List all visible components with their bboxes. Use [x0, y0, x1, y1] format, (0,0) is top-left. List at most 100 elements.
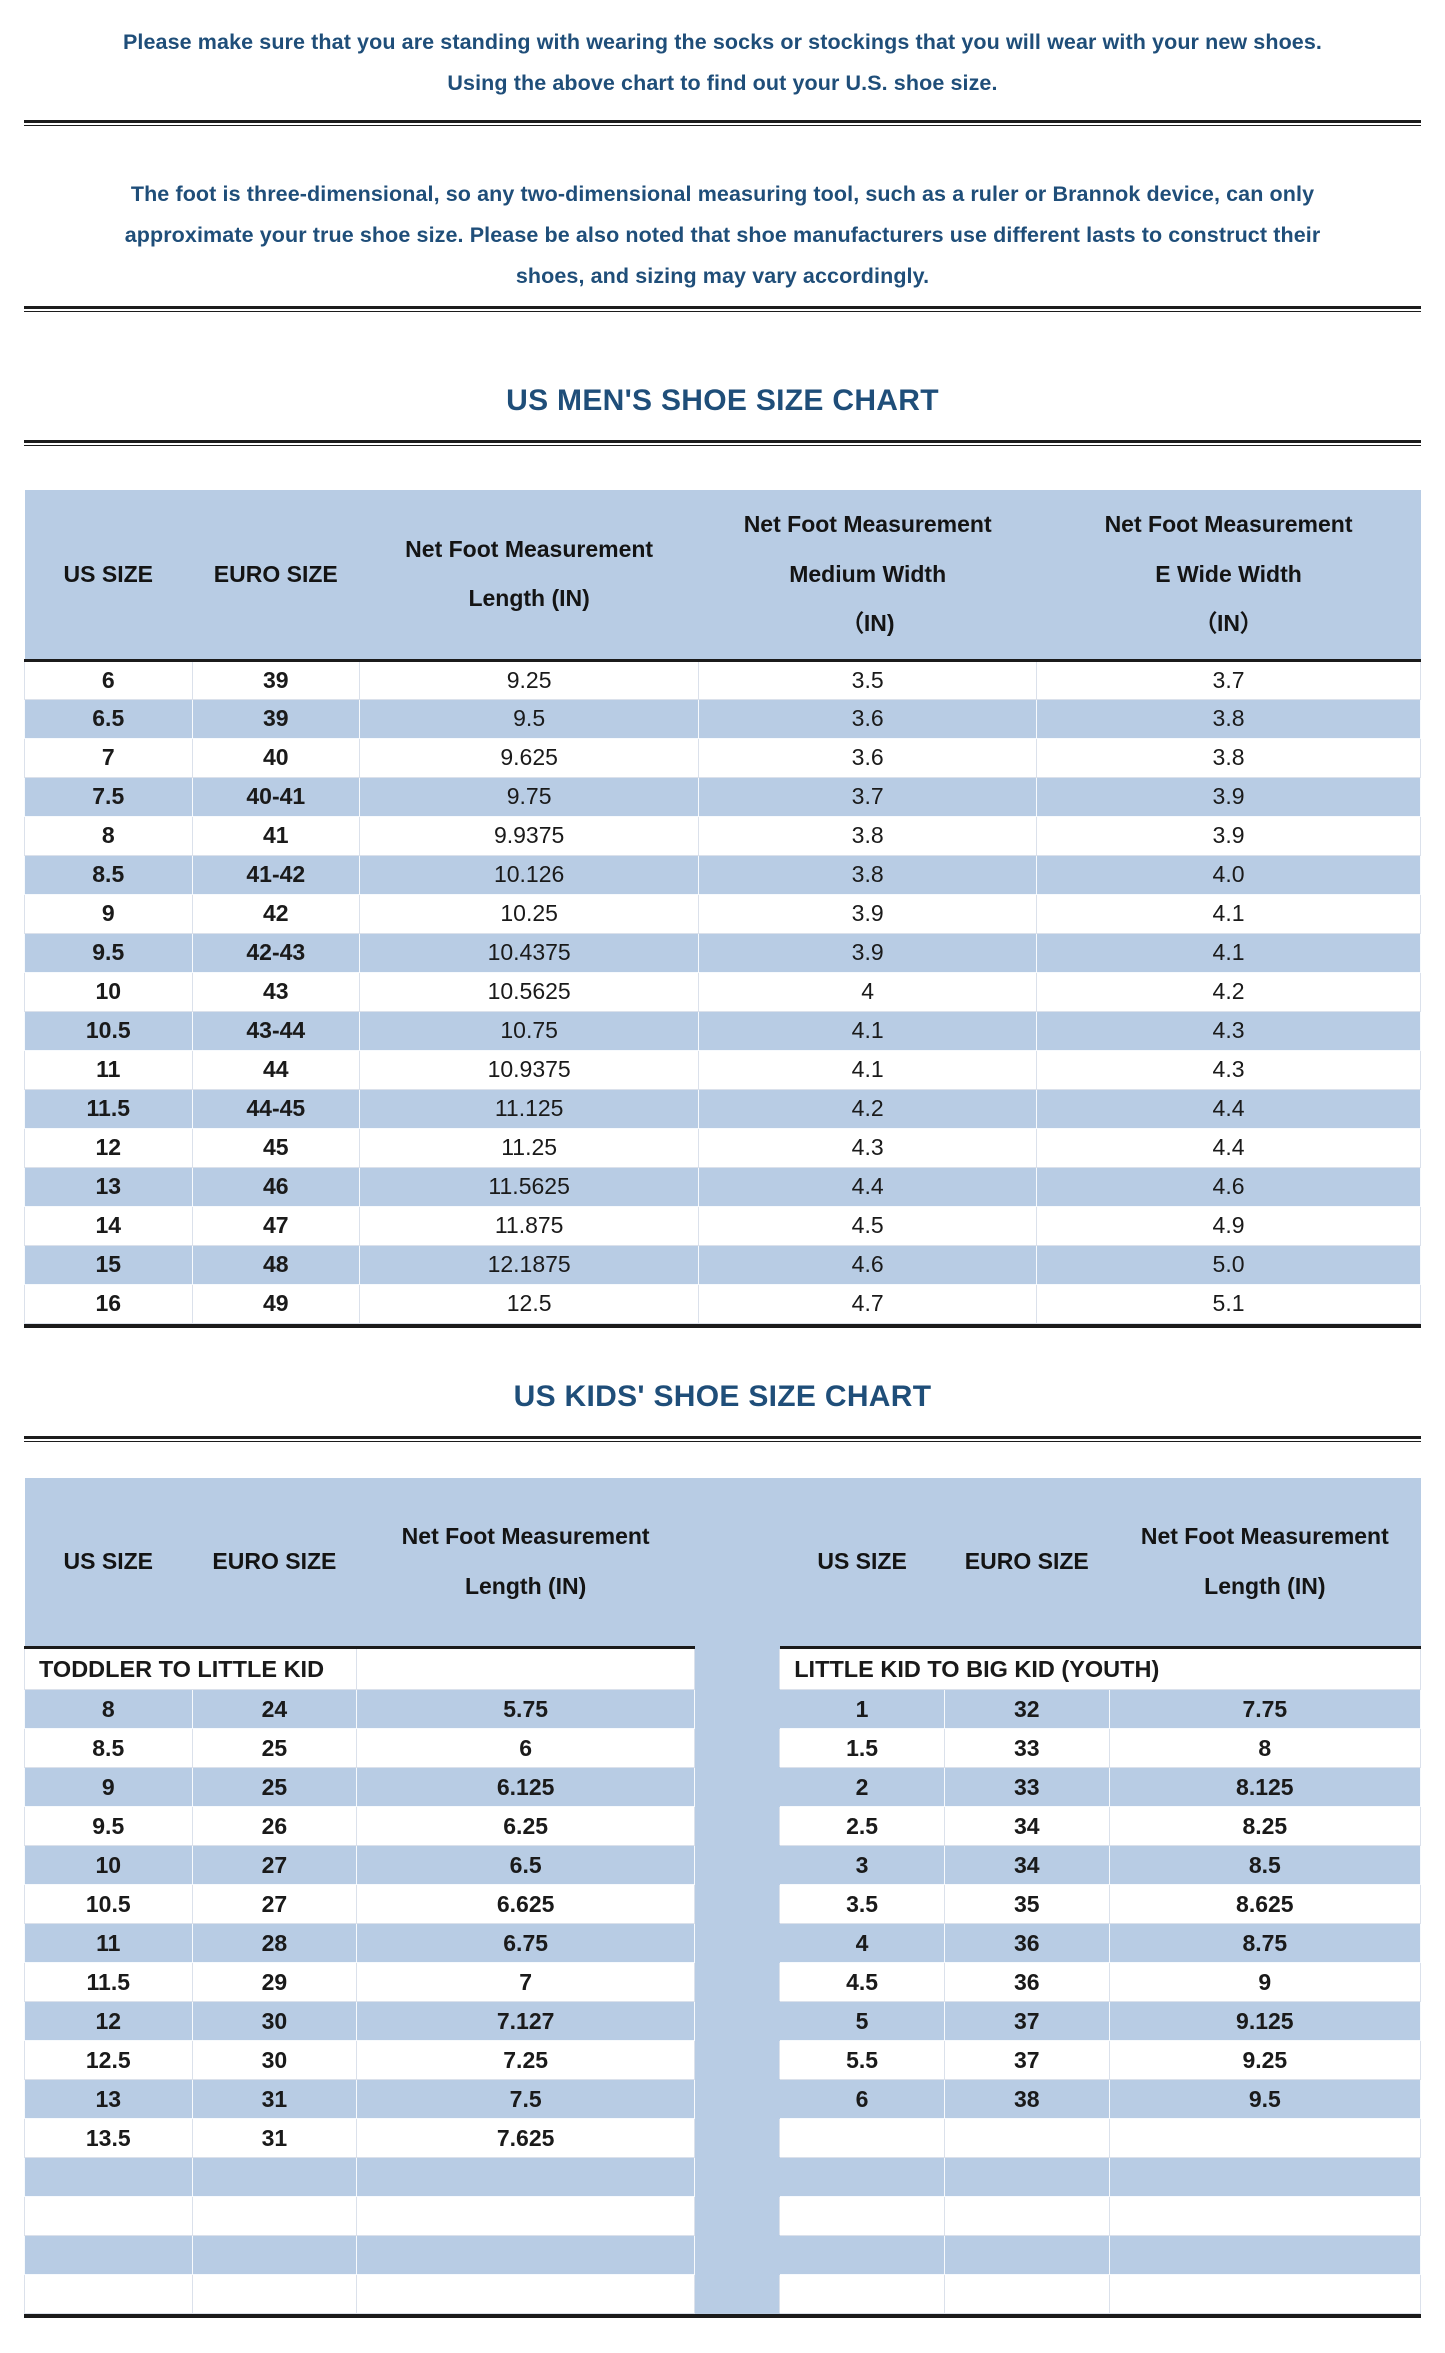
measurement-note-line-2: approximate your true shoe size. Please …	[124, 223, 1321, 247]
divider-rule	[24, 1435, 1421, 1442]
table-cell: 11	[24, 1049, 193, 1090]
table-cell: 3.9	[1036, 776, 1421, 817]
table-cell: 3.8	[1036, 698, 1421, 739]
table-cell: 15	[24, 1244, 193, 1285]
mens-header-length: Net Foot Measurement Length (IN)	[359, 490, 699, 662]
mens-table-row: 7.5 40-41 9.75 3.7 3.9	[24, 776, 1421, 817]
table-cell: 4.9	[1036, 1205, 1421, 1246]
table-cell	[191, 2274, 358, 2314]
table-cell: 10.25	[359, 893, 700, 934]
table-cell: 11.5625	[359, 1166, 700, 1207]
table-cell: 31	[191, 2118, 358, 2158]
table-cell: 4.7	[698, 1283, 1038, 1324]
table-cell: 8	[24, 815, 193, 856]
mens-table-row: 15 48 12.1875 4.6 5.0	[24, 1244, 1421, 1285]
table-cell: 48	[191, 1244, 361, 1285]
table-cell: 3.9	[1036, 815, 1421, 856]
table-cell: 7.127	[356, 2001, 696, 2041]
table-cell	[694, 1884, 781, 1924]
table-cell	[356, 2196, 696, 2236]
table-cell: 4.4	[1036, 1127, 1421, 1168]
table-cell	[943, 2274, 1110, 2314]
table-cell: 35	[943, 1884, 1110, 1924]
table-cell: 13	[24, 1166, 193, 1207]
mens-table-row: 13 46 11.5625 4.4 4.6	[24, 1166, 1421, 1207]
mens-table-row: 14 47 11.875 4.5 4.9	[24, 1205, 1421, 1246]
table-cell: 31	[191, 2079, 358, 2119]
table-cell: 9.5	[24, 1806, 193, 1846]
table-cell: 11.25	[359, 1127, 700, 1168]
kids-table-row	[24, 2274, 1422, 2314]
table-cell	[694, 2079, 781, 2119]
mens-table-row: 11.5 44-45 11.125 4.2 4.4	[24, 1088, 1421, 1129]
table-cell: 9.9375	[359, 815, 700, 856]
table-cell: 34	[943, 1845, 1110, 1885]
table-cell: 12.1875	[359, 1244, 700, 1285]
table-cell	[191, 2235, 358, 2275]
table-cell: 41-42	[191, 854, 361, 895]
table-cell: 13	[24, 2079, 193, 2119]
kids-table-row: 12 30 7.127 5 37 9.125	[24, 2001, 1422, 2041]
table-cell: 9.5	[1108, 2079, 1422, 2119]
kids-size-table: US SIZE EURO SIZE Net Foot Measurement L…	[23, 1477, 1422, 2314]
divider-rule	[24, 120, 1421, 126]
kids-table-row	[24, 2235, 1422, 2275]
table-cell: 6	[24, 659, 193, 700]
table-cell: 10	[24, 1845, 193, 1885]
table-cell: 42	[191, 893, 361, 934]
table-cell: 49	[191, 1283, 361, 1324]
table-cell	[779, 2118, 945, 2158]
kids-table-row: 8 24 5.75 1 32 7.75	[24, 1689, 1422, 1729]
table-cell: 1	[779, 1689, 945, 1729]
table-cell: 4.1	[698, 1010, 1038, 1051]
table-cell: 8.625	[1108, 1884, 1422, 1924]
table-cell: 30	[191, 2040, 358, 2080]
kids-table-row: 9.5 26 6.25 2.5 34 8.25	[24, 1806, 1422, 1846]
table-cell: 4.1	[1036, 932, 1421, 973]
table-cell: 1.5	[779, 1728, 945, 1768]
table-cell: 8	[1108, 1728, 1422, 1768]
kids-table-row: 11 28 6.75 4 36 8.75	[24, 1923, 1422, 1963]
table-cell: 7.75	[1108, 1689, 1422, 1729]
kids-table-row: 11.5 29 7 4.5 36 9	[24, 1962, 1422, 2002]
table-cell: 7	[356, 1962, 696, 2002]
table-cell	[694, 1728, 781, 1768]
kids-header-us-size-left: US SIZE	[24, 1477, 193, 1649]
measurement-note-line-1: The foot is three-dimensional, so any tw…	[130, 182, 1315, 206]
table-cell: 5	[779, 2001, 945, 2041]
kids-header-euro-size-right: EURO SIZE	[944, 1477, 1110, 1649]
kids-header-us-size-right: US SIZE	[779, 1477, 945, 1649]
kids-group-row: TODDLER TO LITTLE KID LITTLE KID TO BIG …	[23, 1647, 1421, 1690]
table-cell: 43	[191, 971, 361, 1012]
table-cell: 2.5	[779, 1806, 945, 1846]
table-cell	[356, 2157, 696, 2197]
table-cell: 8.75	[1108, 1923, 1422, 1963]
mens-table-row: 6 39 9.25 3.5 3.7	[24, 659, 1421, 700]
table-cell	[779, 2157, 945, 2197]
table-cell: 8.25	[1108, 1806, 1422, 1846]
table-cell: 43-44	[191, 1010, 361, 1051]
kids-table-row: 13.5 31 7.625	[24, 2118, 1422, 2158]
table-cell: 4.4	[1036, 1088, 1421, 1129]
mens-table-row: 8 41 9.9375 3.8 3.9	[24, 815, 1421, 856]
mens-table-row: 10 43 10.5625 4 4.2	[24, 971, 1421, 1012]
group-left-empty-cell	[356, 1647, 696, 1690]
mens-size-table: US SIZE EURO SIZE Net Foot Measurement L…	[24, 490, 1421, 1324]
table-cell: 41	[191, 815, 361, 856]
table-cell	[1108, 2274, 1422, 2314]
table-cell: 9.75	[359, 776, 700, 817]
table-cell: 10.5625	[359, 971, 700, 1012]
table-cell: 5.1	[1036, 1283, 1421, 1324]
table-cell: 29	[191, 1962, 358, 2002]
table-cell: 36	[943, 1962, 1110, 2002]
kids-header-length-left: Net Foot Measurement Length (IN)	[356, 1477, 695, 1649]
table-cell: 9	[24, 1767, 193, 1807]
table-cell: 9.5	[359, 698, 700, 739]
mens-table-row: 9 42 10.25 3.9 4.1	[24, 893, 1421, 934]
mens-table-row: 9.5 42-43 10.4375 3.9 4.1	[24, 932, 1421, 973]
table-cell: 10.75	[359, 1010, 700, 1051]
table-cell: 3.7	[698, 776, 1038, 817]
table-cell	[191, 2157, 358, 2197]
table-cell	[779, 2196, 945, 2236]
